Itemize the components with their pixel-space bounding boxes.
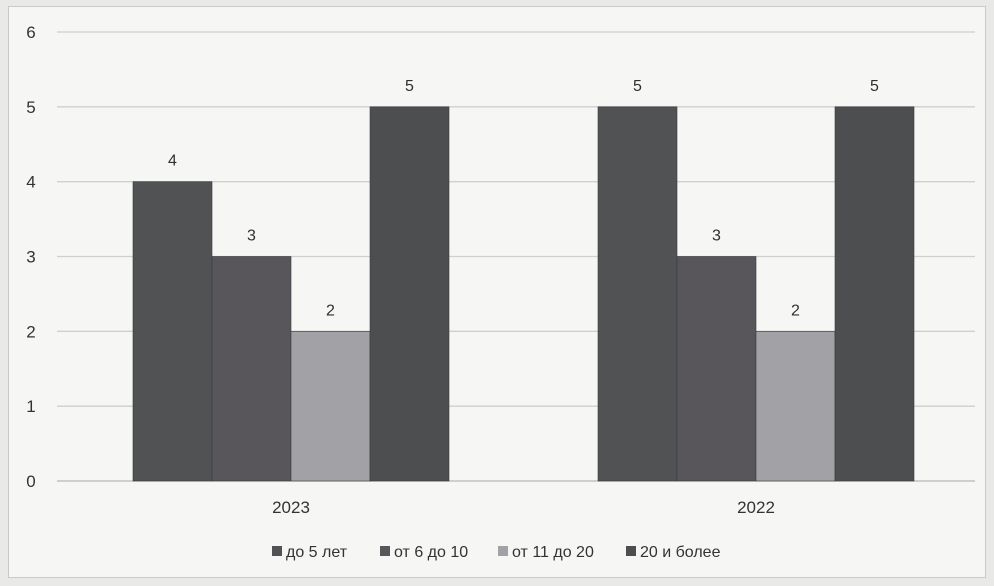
legend-label: от 6 до 10 [394, 544, 468, 561]
bar [755, 331, 836, 482]
legend: до 5 лет от 6 до 10 от 11 до 20 20 и более [272, 544, 721, 561]
bar-chart: 0 1 2 3 4 5 6 4 3 2 5 5 3 2 5 2023 2022 до 5 лет от 6 д… [26, 23, 975, 561]
bar [132, 181, 213, 482]
bar [369, 106, 450, 482]
data-label: 2 [791, 302, 800, 319]
bar [211, 256, 292, 482]
y-tick-label: 5 [26, 98, 35, 117]
x-tick-label: 2023 [272, 498, 310, 517]
data-label: 2 [326, 302, 335, 319]
data-label: 3 [712, 228, 721, 245]
bar [290, 331, 371, 482]
y-tick-label: 4 [26, 173, 35, 192]
data-labels: 4 3 2 5 5 3 2 5 [168, 78, 879, 320]
data-label: 4 [168, 153, 177, 170]
legend-label: от 11 до 20 [512, 544, 594, 561]
x-tick-label: 2022 [737, 498, 775, 517]
data-label: 5 [633, 78, 642, 95]
bar [834, 106, 915, 482]
y-tick-label: 1 [26, 397, 35, 416]
legend-swatch [498, 546, 508, 556]
y-tick-label: 6 [26, 23, 35, 42]
y-tick-label: 3 [26, 248, 35, 267]
bars [132, 106, 915, 482]
chart-frame: 0 1 2 3 4 5 6 4 3 2 5 5 3 2 5 2023 2022 до 5 лет от 6 д… [8, 6, 986, 578]
data-label: 3 [247, 228, 256, 245]
legend-swatch [272, 546, 282, 556]
x-axis-ticks: 2023 2022 [272, 498, 775, 517]
bar [597, 106, 678, 482]
y-axis-ticks: 0 1 2 3 4 5 6 [26, 23, 35, 491]
legend-swatch [380, 546, 390, 556]
data-label: 5 [870, 78, 879, 95]
y-tick-label: 0 [26, 472, 35, 491]
legend-label: до 5 лет [286, 544, 348, 561]
bar [676, 256, 757, 482]
data-label: 5 [405, 78, 414, 95]
legend-swatch [626, 546, 636, 556]
y-tick-label: 2 [26, 322, 35, 341]
legend-label: 20 и более [640, 544, 721, 561]
